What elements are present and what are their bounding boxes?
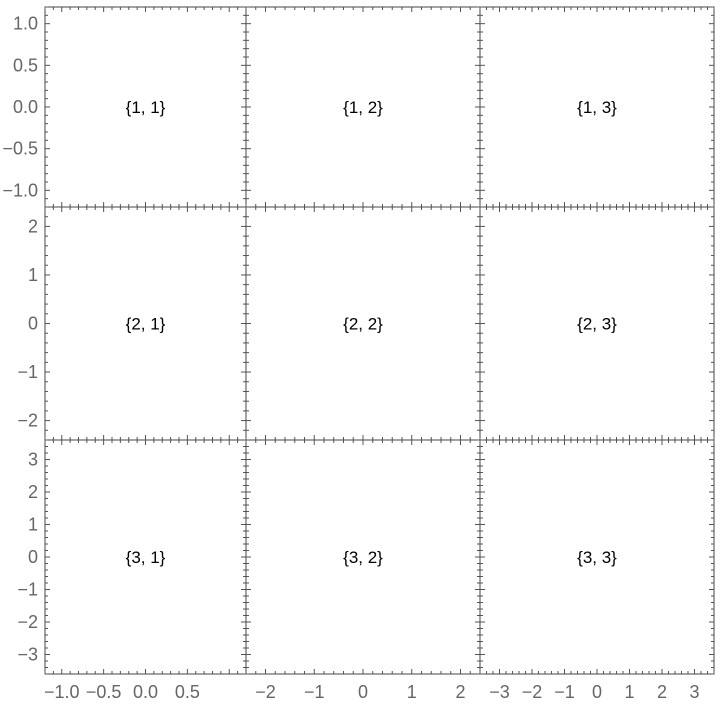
x-tick-label: 2 [657, 682, 667, 702]
y-tick-label: 0.0 [13, 97, 38, 117]
y-tick-label: −0.5 [2, 139, 38, 159]
cell-label-1-2: {1, 2} [343, 98, 383, 117]
cell-label-1-3: {1, 3} [577, 98, 617, 117]
x-tick-label: −1.0 [44, 682, 80, 702]
x-tick-label: 1 [624, 682, 634, 702]
cell-label-2-1: {2, 1} [126, 315, 166, 334]
x-tick-label: −3 [489, 682, 510, 702]
x-tick-label: 3 [689, 682, 699, 702]
y-tick-label: 0 [28, 547, 38, 567]
x-tick-label: −0.5 [86, 682, 122, 702]
x-tick-label: 0 [592, 682, 602, 702]
x-tick-label: 0.5 [175, 682, 200, 702]
y-tick-label: −2 [17, 411, 38, 431]
y-tick-label: 2 [28, 216, 38, 236]
x-tick-label: 0.0 [133, 682, 158, 702]
cell-label-1-1: {1, 1} [126, 98, 166, 117]
y-tick-label: −1 [17, 580, 38, 600]
x-tick-label: −1 [304, 682, 325, 702]
y-tick-label: −1 [17, 362, 38, 382]
y-tick-label: 0.5 [13, 55, 38, 75]
x-tick-label: −2 [522, 682, 543, 702]
y-tick-label: −1.0 [2, 180, 38, 200]
y-tick-label: 3 [28, 450, 38, 470]
x-tick-label: 2 [455, 682, 465, 702]
y-tick-label: −3 [17, 645, 38, 665]
y-tick-label: 1 [28, 515, 38, 535]
y-tick-label: 2 [28, 482, 38, 502]
cell-label-2-3: {2, 3} [577, 315, 617, 334]
cell-label-3-3: {3, 3} [577, 548, 617, 567]
y-tick-label: 0 [28, 314, 38, 334]
cell-label-2-2: {2, 2} [343, 315, 383, 334]
x-tick-label: 1 [407, 682, 417, 702]
cell-label-3-2: {3, 2} [343, 548, 383, 567]
x-tick-label: −2 [255, 682, 276, 702]
y-tick-label: −2 [17, 612, 38, 632]
y-tick-label: 1 [28, 265, 38, 285]
x-tick-label: 0 [358, 682, 368, 702]
x-tick-label: −1 [554, 682, 575, 702]
y-tick-label: 1.0 [13, 14, 38, 34]
cell-label-3-1: {3, 1} [126, 548, 166, 567]
